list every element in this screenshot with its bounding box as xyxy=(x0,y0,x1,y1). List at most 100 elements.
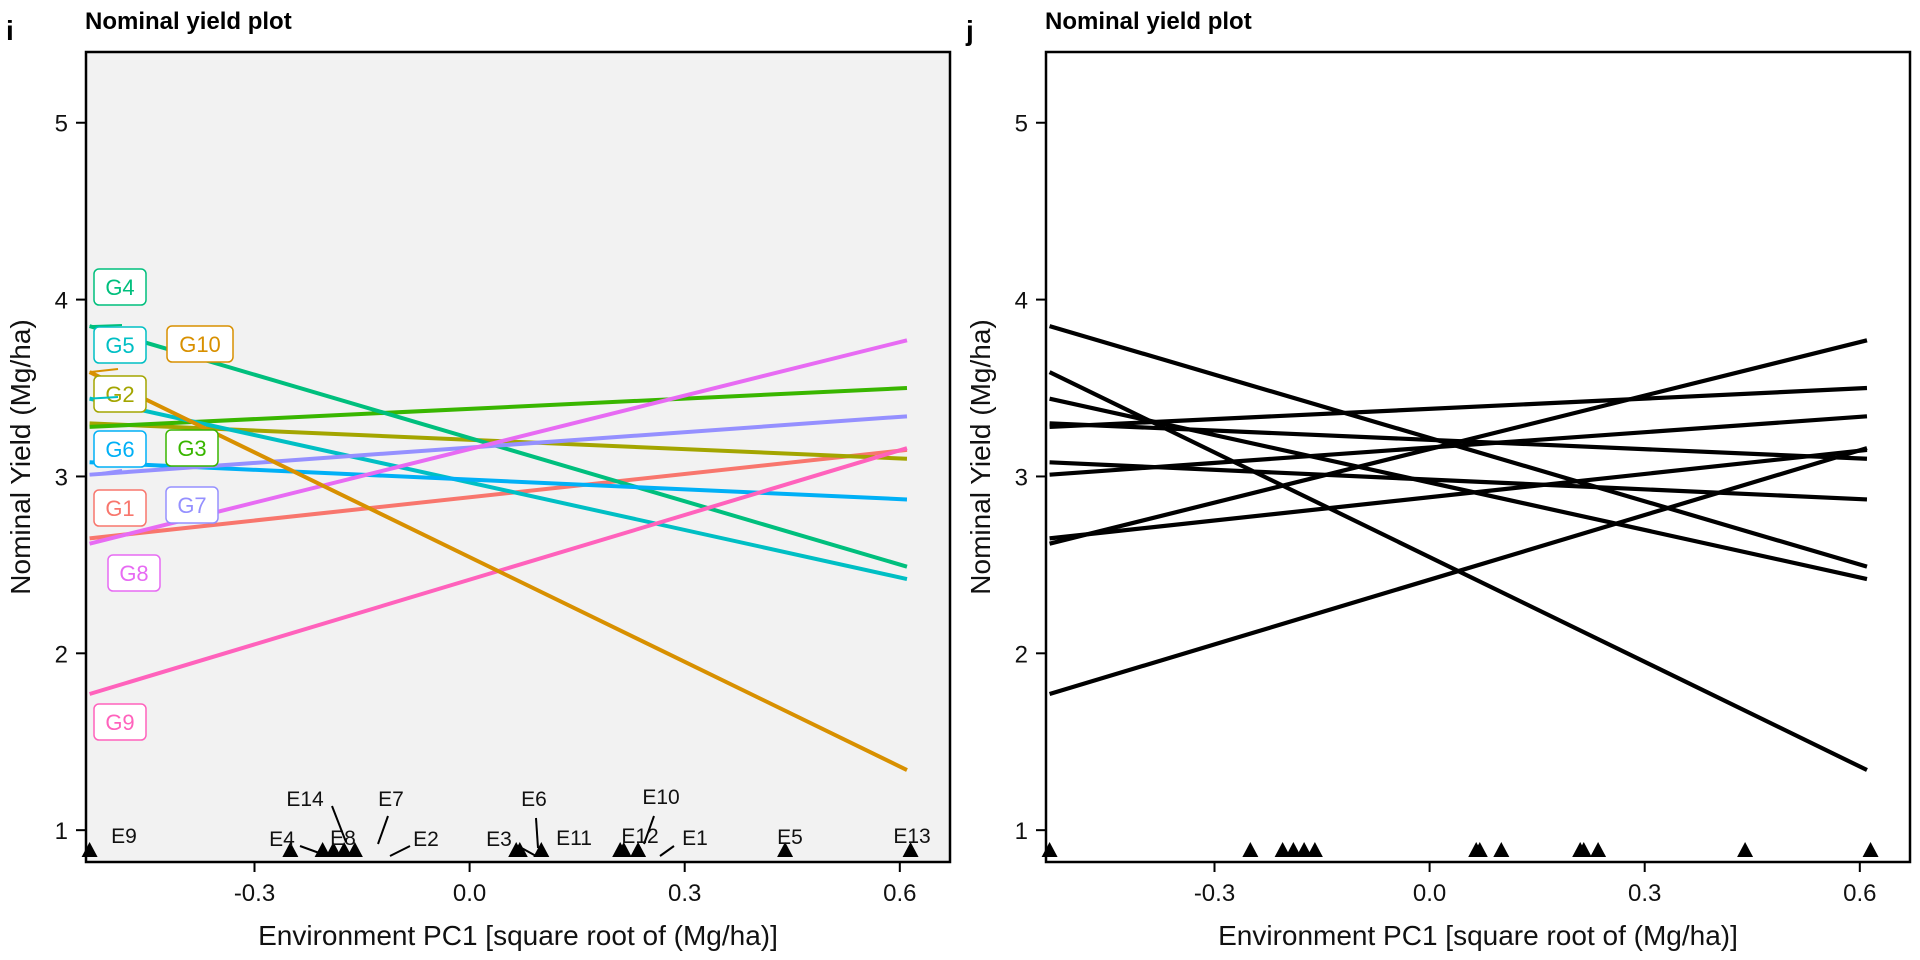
environment-label-e3: E3 xyxy=(486,828,512,851)
environment-marker-e14-i xyxy=(325,842,342,857)
environment-label-e14: E14 xyxy=(286,788,324,811)
environment-label-e2: E2 xyxy=(413,828,439,851)
series-line-g1-j xyxy=(1049,447,1868,541)
series-label-box-g2 xyxy=(93,375,147,413)
environment-leader-e1 xyxy=(659,845,675,857)
series-line-g6-j xyxy=(1049,460,1868,502)
environment-leader-e6 xyxy=(535,817,539,849)
series-line-g5-j xyxy=(1049,396,1868,582)
x-tick-label-j: 0.0 xyxy=(1413,880,1446,907)
series-label-box-g10 xyxy=(166,325,234,363)
x-tick-label-i: 0.6 xyxy=(883,880,916,907)
environment-marker-e7-i xyxy=(336,842,353,857)
environment-marker-e8-j xyxy=(1274,842,1291,857)
series-line-g7-i xyxy=(89,414,908,477)
environment-marker-e13-i xyxy=(902,842,919,857)
series-label-box-g3 xyxy=(165,429,219,467)
series-line-g10-i xyxy=(88,370,908,772)
y-tick-label-i: 2 xyxy=(55,641,68,668)
y-tick-label-i: 3 xyxy=(55,464,68,491)
y-axis-label-j: Nominal Yield (Mg/ha) xyxy=(965,319,996,594)
environment-leader-e10 xyxy=(643,815,655,845)
environment-leader-e3 xyxy=(517,845,537,857)
series-line-g6-i xyxy=(89,460,908,502)
environment-leader-e7 xyxy=(377,815,389,845)
y-tick-label-j: 2 xyxy=(1015,641,1028,668)
label-leader-g10 xyxy=(89,368,119,374)
plot-area-j xyxy=(1044,50,1912,864)
label-leader-g4 xyxy=(89,324,123,328)
environment-marker-e13-j xyxy=(1862,842,1879,857)
y-tick-label-i: 1 xyxy=(55,818,68,845)
environment-label-e7: E7 xyxy=(378,788,404,811)
environment-marker-e11-i xyxy=(533,842,550,857)
panel-title-j: Nominal yield plot xyxy=(1045,8,1252,35)
panel-title-i: Nominal yield plot xyxy=(85,8,292,35)
plot-area-i xyxy=(84,50,952,864)
environment-label-e5: E5 xyxy=(777,826,803,849)
y-tick-label-j: 4 xyxy=(1015,288,1028,315)
environment-marker-e7-j xyxy=(1296,842,1313,857)
y-tick-label-j: 3 xyxy=(1015,464,1028,491)
series-label-box-g4 xyxy=(93,268,147,306)
environment-marker-e6-j xyxy=(1471,842,1488,857)
y-tick-label-j: 1 xyxy=(1015,818,1028,845)
x-tick-label-j: 0.6 xyxy=(1843,880,1876,907)
environment-marker-e5-j xyxy=(1737,842,1754,857)
environment-marker-e2-i xyxy=(346,842,363,857)
environment-marker-e4-j xyxy=(1242,842,1259,857)
x-axis-label-j: Environment PC1 [square root of (Mg/ha)] xyxy=(1218,920,1738,951)
environment-marker-e1-i xyxy=(630,842,647,857)
y-tick-label-i: 5 xyxy=(55,111,68,138)
series-line-g5-i xyxy=(89,396,908,581)
series-label-g7: G7 xyxy=(177,493,206,518)
y-tick-label-j: 5 xyxy=(1015,111,1028,138)
environment-label-e9: E9 xyxy=(111,825,137,848)
series-label-g8: G8 xyxy=(119,561,148,586)
series-label-box-g7 xyxy=(165,486,219,524)
series-line-g3-i xyxy=(89,386,908,429)
series-label-g10: G10 xyxy=(179,332,221,357)
series-line-g7-j xyxy=(1049,414,1868,477)
series-label-g2: G2 xyxy=(105,382,134,407)
series-label-box-g9 xyxy=(93,703,147,741)
environment-label-e12: E12 xyxy=(621,825,658,848)
x-tick-label-i: 0.0 xyxy=(453,880,486,907)
environment-marker-e4-i xyxy=(282,842,299,857)
series-label-g1: G1 xyxy=(105,496,134,521)
panel-label-i: i xyxy=(6,15,14,46)
environment-label-e4: E4 xyxy=(269,828,295,851)
label-leader-g7 xyxy=(89,469,123,476)
x-tick-label-j: 0.3 xyxy=(1628,880,1661,907)
series-label-box-g1 xyxy=(93,489,147,527)
environment-label-e13: E13 xyxy=(893,825,930,848)
environment-marker-e6-i xyxy=(511,842,528,857)
environment-marker-e5-i xyxy=(777,842,794,857)
environment-marker-e9-j xyxy=(1041,842,1058,857)
label-leader-g5 xyxy=(89,396,119,400)
environment-label-e11: E11 xyxy=(556,827,592,850)
series-label-box-g8 xyxy=(107,554,161,592)
series-line-g10-j xyxy=(1048,370,1868,772)
environment-label-e1: E1 xyxy=(682,827,708,850)
y-tick-label-i: 4 xyxy=(55,288,68,315)
environment-label-e10: E10 xyxy=(642,786,679,809)
environment-label-e8: E8 xyxy=(330,827,356,850)
x-tick-label-i: -0.3 xyxy=(234,880,275,907)
plot-content-j: 1 2 3 4 5 -0.3 0.0 0.3 0.6 xyxy=(1015,111,1879,907)
environment-marker-e2-j xyxy=(1306,842,1323,857)
series-label-box-g6 xyxy=(93,430,147,468)
series-label-g6: G6 xyxy=(105,437,134,462)
series-label-g5: G5 xyxy=(105,333,134,358)
environment-label-e6: E6 xyxy=(521,788,547,811)
series-label-box-g5 xyxy=(93,326,147,364)
series-line-g3-j xyxy=(1049,385,1868,430)
plot-content-i: 1 2 3 4 5 -0.3 0.0 0.3 0.6 G1 G2 G3 G4 G5 G6 G7 G8 G9 G10 E… xyxy=(55,111,931,907)
series-line-g1-i xyxy=(89,447,908,541)
environment-marker-e12-i xyxy=(612,842,629,857)
panel-label-j: j xyxy=(965,15,974,46)
series-line-g8-i xyxy=(89,338,908,546)
series-line-g8-j xyxy=(1049,338,1868,546)
